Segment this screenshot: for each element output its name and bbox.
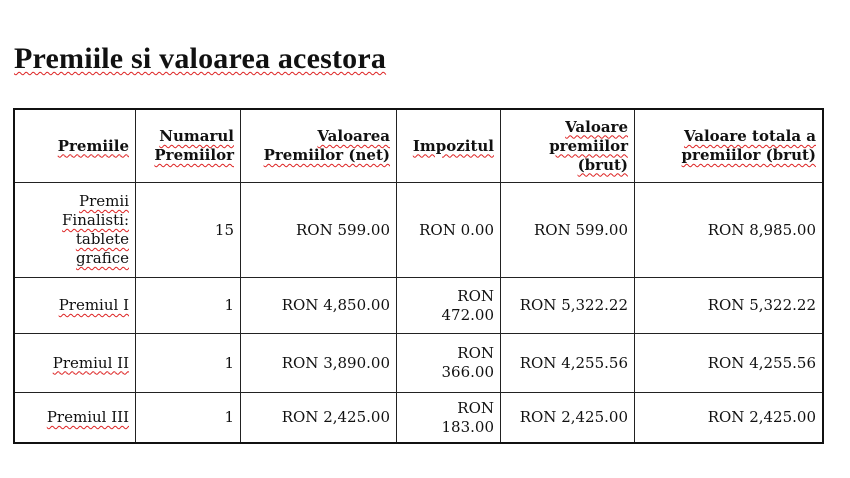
cell-total: RON 4,255.56: [634, 333, 824, 393]
cell-prize: Premiul III: [13, 392, 136, 444]
cell-gross: RON 4,255.56: [500, 333, 635, 393]
cell-total: RON 5,322.22: [634, 277, 824, 334]
cell-tax: RON 366.00: [396, 333, 501, 393]
cell-tax: RON 0.00: [396, 182, 501, 278]
header-valoare-brut: Valoare premiilor (brut): [500, 108, 635, 183]
cell-count: 1: [135, 392, 241, 444]
cell-net: RON 4,850.00: [240, 277, 397, 334]
cell-gross: RON 2,425.00: [500, 392, 635, 444]
cell-gross: RON 5,322.22: [500, 277, 635, 334]
header-valoare-totala: Valoare totala a premiilor (brut): [634, 108, 824, 183]
cell-net: RON 599.00: [240, 182, 397, 278]
document-title: Premiile si valoarea acestora: [14, 42, 387, 75]
cell-prize: Premiul II: [13, 333, 136, 393]
cell-net: RON 3,890.00: [240, 333, 397, 393]
cell-gross: RON 599.00: [500, 182, 635, 278]
cell-total: RON 2,425.00: [634, 392, 824, 444]
cell-count: 1: [135, 277, 241, 334]
cell-total: RON 8,985.00: [634, 182, 824, 278]
table-header-row: Premiile Numarul Premiilor Valoarea Prem…: [13, 108, 824, 183]
header-premiile: Premiile: [13, 108, 136, 183]
cell-tax: RON 472.00: [396, 277, 501, 334]
cell-prize: Premiul I: [13, 277, 136, 334]
header-numarul: Numarul Premiilor: [135, 108, 241, 183]
cell-tax: RON 183.00: [396, 392, 501, 444]
header-impozitul: Impozitul: [396, 108, 501, 183]
table-row: Premii Finalisti: tablete grafice 15 RON…: [13, 182, 824, 278]
cell-count: 1: [135, 333, 241, 393]
table-row: Premiul III 1 RON 2,425.00 RON 183.00 RO…: [13, 392, 824, 444]
cell-prize: Premii Finalisti: tablete grafice: [13, 182, 136, 278]
header-valoarea-net: Valoarea Premiilor (net): [240, 108, 397, 183]
table-row: Premiul II 1 RON 3,890.00 RON 366.00 RON…: [13, 333, 824, 393]
cell-net: RON 2,425.00: [240, 392, 397, 444]
cell-count: 15: [135, 182, 241, 278]
table-row: Premiul I 1 RON 4,850.00 RON 472.00 RON …: [13, 277, 824, 334]
prizes-table: Premiile Numarul Premiilor Valoarea Prem…: [13, 108, 824, 444]
